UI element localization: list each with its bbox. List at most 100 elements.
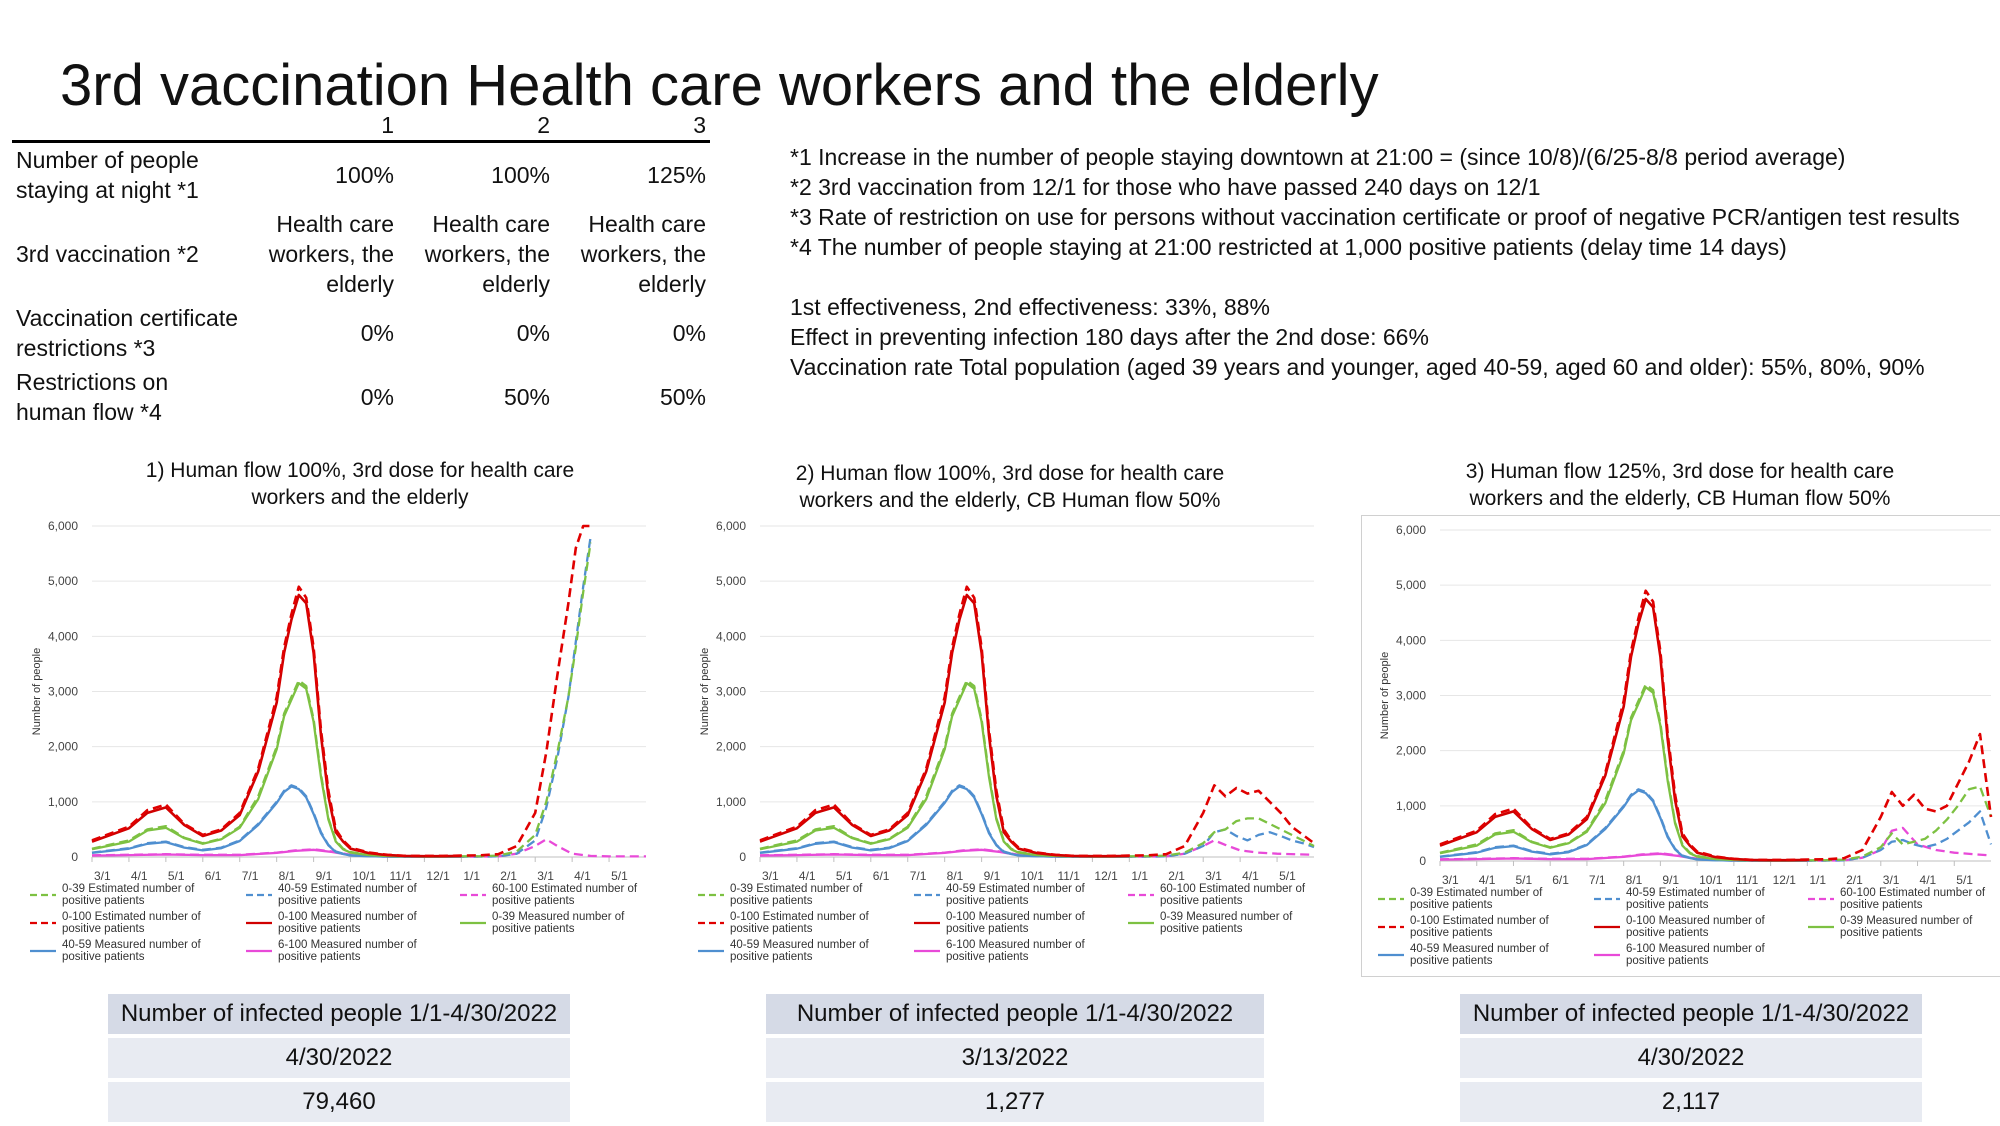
- x-tick-label: 9/1: [984, 869, 1001, 883]
- y-tick-label: 5,000: [48, 574, 78, 588]
- y-tick-label: 2,000: [1396, 744, 1426, 758]
- cell: 50%: [659, 384, 706, 410]
- y-axis-label: Number of people: [699, 648, 711, 735]
- y-tick-label: 1,000: [1396, 799, 1426, 813]
- x-tick-label: 12/1: [1094, 869, 1118, 883]
- table-row: Restrictions on human flow *4 0% 50% 50%: [12, 365, 710, 429]
- series-line-tot_est: [1439, 589, 1993, 862]
- x-tick-label: 10/1: [1699, 873, 1723, 887]
- legend-label: 0-39 Estimated number of positive patient…: [730, 883, 863, 907]
- legend-label: 60-100 Estimated number of positive patie…: [492, 883, 638, 907]
- legend-label: 0-39 Measured number of positive patients: [1160, 911, 1293, 935]
- table-row: Number of people staying at night *1 100…: [12, 142, 710, 208]
- x-tick-label: 6/1: [205, 869, 222, 883]
- scenario-table-header: 1 2 3: [12, 110, 710, 142]
- y-tick-label: 1,000: [48, 795, 78, 809]
- x-tick-label: 3/1: [1205, 869, 1222, 883]
- summary-table-1: Number of infected people 1/1-4/30/2022 …: [108, 990, 570, 1126]
- legend-item: 0-100 Measured number of positive patient…: [1594, 915, 1766, 939]
- x-tick-label: 7/1: [1589, 873, 1606, 887]
- legend-item: 60-100 Estimated number of positive patie…: [1808, 887, 1986, 911]
- x-tick-label: 2/1: [1846, 873, 1863, 887]
- x-tick-label: 6/1: [873, 869, 890, 883]
- summary-date: 3/13/2022: [766, 1038, 1264, 1078]
- chart-3: Number of people 0 1,000 2,000 3,000 4,000 5,0…: [1361, 515, 2000, 977]
- series-line-tot_meas: [759, 593, 1130, 858]
- legend-item: 6-100 Measured number of positive patient…: [1594, 943, 1766, 967]
- y-axis-label: Number of people: [31, 648, 43, 735]
- summary-header: Number of infected people 1/1-4/30/2022: [108, 994, 570, 1034]
- y-tick-label: 3,000: [1396, 689, 1426, 703]
- legend-item: 0-100 Measured number of positive patient…: [246, 911, 418, 935]
- y-tick-label: 2,000: [716, 740, 746, 754]
- legend-label: 40-59 Measured number of positive patient…: [730, 939, 870, 963]
- x-tick-label: 8/1: [279, 869, 296, 883]
- y-tick-label: 1,000: [716, 795, 746, 809]
- series-line-y039_est: [91, 542, 592, 858]
- summary-header: Number of infected people 1/1-4/30/2022: [1460, 994, 1922, 1034]
- chart-2: Number of people 0 1,000 2,000 3,000 4,000 5,0…: [682, 512, 1328, 974]
- legend-label: 0-39 Estimated number of positive patient…: [1410, 887, 1543, 911]
- x-tick-label: 8/1: [947, 869, 964, 883]
- y-tick-label: 0: [71, 850, 78, 864]
- legend-item: 0-39 Estimated number of positive patient…: [1378, 887, 1543, 911]
- series-line-y039_est: [759, 679, 1315, 858]
- chart-1-title: 1) Human flow 100%, 3rd dose for health …: [145, 459, 575, 509]
- y-tick-label: 3,000: [716, 685, 746, 699]
- x-tick-label: 5/1: [1956, 873, 1973, 887]
- y-tick-label: 5,000: [1396, 578, 1426, 592]
- y-tick-label: 2,000: [48, 740, 78, 754]
- x-tick-label: 5/1: [1515, 873, 1532, 887]
- legend-label: 0-100 Estimated number of positive patien…: [730, 911, 870, 935]
- chart-2-title: 2) Human flow 100%, 3rd dose for health …: [795, 462, 1225, 512]
- summary-date-row: 3/13/2022: [766, 1038, 1264, 1078]
- cell: 0%: [360, 384, 394, 410]
- legend-item: 40-59 Measured number of positive patient…: [698, 939, 870, 963]
- legend-label: 0-39 Measured number of positive patients: [492, 911, 625, 935]
- summary-table-3: Number of infected people 1/1-4/30/2022 …: [1460, 990, 1922, 1126]
- summary-header-row: Number of infected people 1/1-4/30/2022: [766, 994, 1264, 1034]
- legend-item: 60-100 Estimated number of positive patie…: [460, 883, 638, 907]
- x-tick-label: 2/1: [1168, 869, 1185, 883]
- x-tick-label: 6/1: [1552, 873, 1569, 887]
- legend-item: 0-39 Estimated number of positive patient…: [698, 883, 863, 907]
- series-line-y4059_est: [759, 784, 1315, 858]
- y-tick-label: 0: [1419, 854, 1426, 868]
- cell: 125%: [647, 162, 706, 188]
- summary-total: 2,117: [1460, 1082, 1922, 1122]
- chart-svg: Number of people 0 1,000 2,000 3,000 4,000 5,0…: [698, 519, 1315, 963]
- x-tick-label: 5/1: [168, 869, 185, 883]
- x-tick-label: 4/1: [799, 869, 816, 883]
- x-tick-label: 3/1: [1883, 873, 1900, 887]
- x-tick-label: 11/1: [389, 869, 412, 883]
- cell: Health care workers, the elderly: [424, 211, 550, 297]
- legend-label: 6-100 Measured number of positive patient…: [946, 939, 1086, 963]
- x-tick-label: 4/1: [1242, 869, 1259, 883]
- legend-item: 0-39 Measured number of positive patients: [460, 911, 625, 935]
- legend-item: 40-59 Estimated number of positive patien…: [914, 883, 1086, 907]
- chart-3-title: 3) Human flow 125%, 3rd dose for health …: [1465, 460, 1895, 510]
- column-header: 1: [381, 112, 394, 138]
- x-tick-label: 1/1: [1131, 869, 1148, 883]
- summary-total: 79,460: [108, 1082, 570, 1122]
- x-tick-label: 10/1: [1021, 869, 1045, 883]
- legend-label: 6-100 Measured number of positive patient…: [278, 939, 418, 963]
- x-tick-label: 7/1: [242, 869, 259, 883]
- x-tick-label: 7/1: [910, 869, 927, 883]
- summary-total-row: 79,460: [108, 1082, 570, 1122]
- chart-svg: Number of people 0 1,000 2,000 3,000 4,000 5,0…: [1378, 523, 1993, 967]
- y-tick-label: 4,000: [1396, 633, 1426, 647]
- chart-svg: Number of people 0 1,000 2,000 3,000 4,000 5,0…: [30, 519, 646, 963]
- x-tick-label: 4/1: [131, 869, 148, 883]
- x-tick-label: 3/1: [1442, 873, 1459, 887]
- x-tick-label: 4/1: [1479, 873, 1496, 887]
- x-tick-label: 3/1: [94, 869, 111, 883]
- legend-label: 6-100 Measured number of positive patient…: [1626, 943, 1766, 967]
- summary-table-2: Number of infected people 1/1-4/30/2022 …: [766, 990, 1264, 1126]
- legend-item: 40-59 Measured number of positive patient…: [30, 939, 202, 963]
- legend-label: 40-59 Estimated number of positive patien…: [278, 883, 418, 907]
- legend-item: 0-100 Estimated number of positive patien…: [698, 911, 870, 935]
- legend-item: 0-100 Estimated number of positive patien…: [30, 911, 202, 935]
- summary-header-row: Number of infected people 1/1-4/30/2022: [1460, 994, 1922, 1034]
- legend-item: 0-100 Measured number of positive patient…: [914, 911, 1086, 935]
